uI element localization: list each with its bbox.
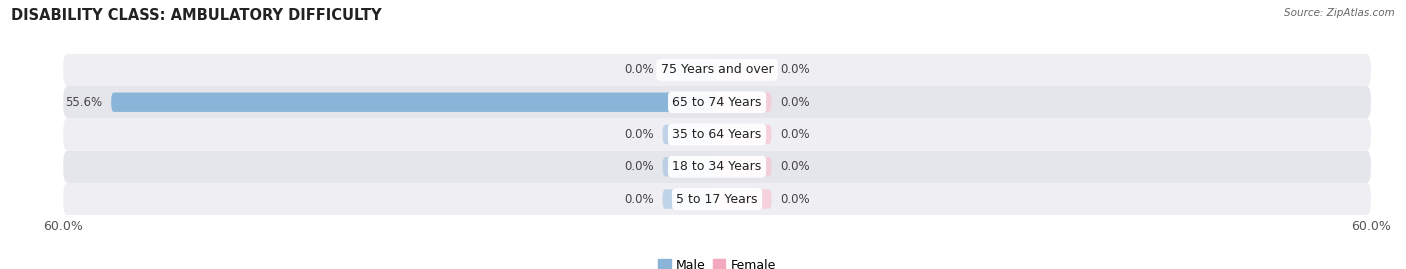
Text: DISABILITY CLASS: AMBULATORY DIFFICULTY: DISABILITY CLASS: AMBULATORY DIFFICULTY (11, 8, 382, 23)
FancyBboxPatch shape (717, 60, 772, 80)
FancyBboxPatch shape (63, 54, 1371, 86)
Text: 0.0%: 0.0% (624, 128, 654, 141)
Text: 0.0%: 0.0% (780, 128, 810, 141)
FancyBboxPatch shape (717, 93, 772, 112)
FancyBboxPatch shape (63, 86, 1371, 118)
Text: 0.0%: 0.0% (780, 96, 810, 109)
Text: 0.0%: 0.0% (624, 160, 654, 173)
Text: Source: ZipAtlas.com: Source: ZipAtlas.com (1284, 8, 1395, 18)
FancyBboxPatch shape (662, 189, 717, 209)
Text: 0.0%: 0.0% (780, 160, 810, 173)
FancyBboxPatch shape (717, 157, 772, 176)
Text: 75 Years and over: 75 Years and over (661, 63, 773, 76)
Text: 5 to 17 Years: 5 to 17 Years (676, 193, 758, 206)
FancyBboxPatch shape (717, 189, 772, 209)
Text: 0.0%: 0.0% (624, 193, 654, 206)
Text: 18 to 34 Years: 18 to 34 Years (672, 160, 762, 173)
Text: 55.6%: 55.6% (65, 96, 103, 109)
FancyBboxPatch shape (662, 60, 717, 80)
FancyBboxPatch shape (111, 93, 717, 112)
FancyBboxPatch shape (63, 183, 1371, 215)
Text: 65 to 74 Years: 65 to 74 Years (672, 96, 762, 109)
FancyBboxPatch shape (717, 125, 772, 144)
Text: 0.0%: 0.0% (624, 63, 654, 76)
FancyBboxPatch shape (63, 118, 1371, 151)
Legend: Male, Female: Male, Female (654, 254, 780, 269)
FancyBboxPatch shape (662, 157, 717, 176)
Text: 35 to 64 Years: 35 to 64 Years (672, 128, 762, 141)
Text: 0.0%: 0.0% (780, 193, 810, 206)
Text: 0.0%: 0.0% (780, 63, 810, 76)
FancyBboxPatch shape (63, 151, 1371, 183)
FancyBboxPatch shape (662, 125, 717, 144)
